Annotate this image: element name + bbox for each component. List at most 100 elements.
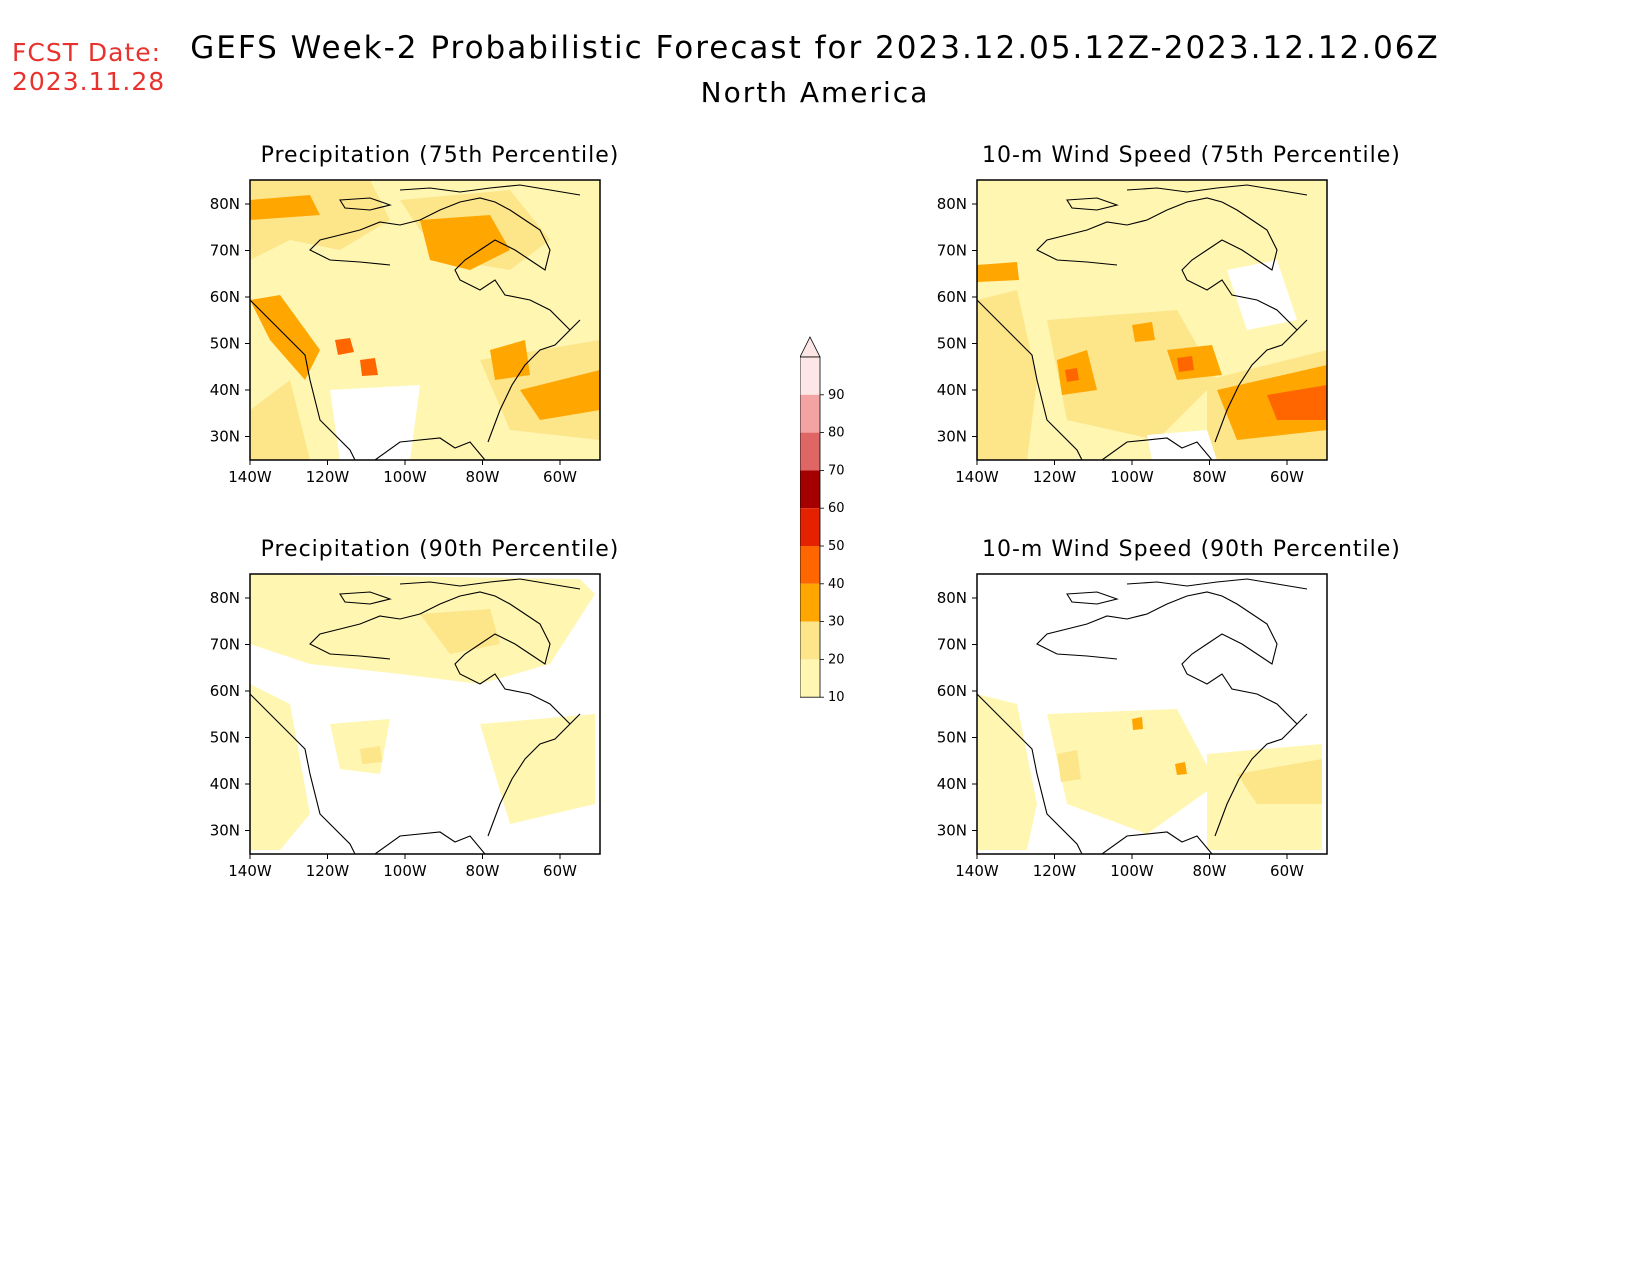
map-frame — [249, 179, 601, 461]
probability-region — [1065, 368, 1079, 382]
coastline — [250, 184, 581, 460]
colorbar-label: 30 — [828, 615, 845, 630]
lat-label: 70N — [937, 242, 967, 260]
panel-title: 10-m Wind Speed (75th Percentile) — [982, 143, 1401, 168]
lon-label: 80W — [1193, 862, 1227, 880]
lat-label: 40N — [210, 775, 240, 793]
lon-label: 80W — [466, 468, 500, 486]
probability-region — [520, 370, 600, 420]
probability-region — [490, 340, 530, 380]
map-frame — [249, 573, 601, 855]
probability-region — [1237, 759, 1322, 804]
lat-label: 60N — [210, 288, 240, 306]
map-frame — [976, 179, 1328, 461]
lat-label: 80N — [937, 589, 967, 607]
probability-region — [420, 609, 500, 654]
colorbar-outline — [800, 356, 821, 698]
colorbar-label: 50 — [828, 539, 845, 554]
lon-label: 60W — [1270, 862, 1304, 880]
panel-title: 10-m Wind Speed (90th Percentile) — [982, 537, 1401, 562]
probability-region — [335, 338, 354, 355]
lon-label: 100W — [1110, 468, 1154, 486]
colorbar-label: 20 — [828, 652, 845, 667]
lon-label: 80W — [466, 862, 500, 880]
lon-label: 60W — [543, 468, 577, 486]
colorbar-segment — [800, 508, 820, 546]
lat-label: 50N — [937, 335, 967, 353]
probability-region — [1047, 709, 1217, 834]
panel-title: Precipitation (75th Percentile) — [260, 143, 620, 168]
coastline — [977, 184, 1308, 460]
lat-label: 70N — [210, 636, 240, 654]
probability-region — [1132, 717, 1143, 730]
lon-label: 120W — [1033, 468, 1077, 486]
coastline — [977, 578, 1308, 854]
lon-label: 100W — [1110, 862, 1154, 880]
map-wind-90: 80N 70N 60N 50N 40N 30N 140W 120W 100W 80W 60W — [937, 573, 1328, 880]
panel-wind-90: 10-m Wind Speed (90th Percentile) 80N 70N… — [882, 537, 1402, 907]
panel-wind-75: 10-m Wind Speed (75th Percentile) 80N 70N… — [882, 143, 1402, 513]
panel-precip-75: Precipitation (75th Percentile) 80N 70N 60… — [155, 143, 675, 513]
lon-label: 100W — [383, 468, 427, 486]
probability-region — [480, 714, 595, 824]
colorbar-segment — [800, 659, 820, 698]
map-precip-90: 80N 70N 60N 50N 40N 30N 140W 120W 100W 80W 60W — [210, 573, 601, 880]
probability-region — [1147, 430, 1217, 460]
probability-region — [420, 215, 510, 270]
probability-region — [1167, 345, 1222, 380]
colorbar-label: 90 — [828, 388, 845, 403]
lat-label: 30N — [937, 428, 967, 446]
probability-region — [360, 358, 378, 376]
probability-region — [250, 295, 320, 380]
colorbar-label: 60 — [828, 501, 845, 516]
probability-region — [1047, 310, 1217, 440]
lon-label: 140W — [228, 862, 272, 880]
colorbar: 90 80 70 60 50 40 30 20 10 — [800, 336, 845, 705]
probability-region — [1132, 322, 1155, 342]
colorbar-segment — [800, 394, 820, 433]
lat-label: 60N — [937, 682, 967, 700]
probability-region — [1267, 385, 1327, 420]
lon-label: 140W — [955, 468, 999, 486]
page-title: GEFS Week-2 Probabilistic Forecast for 2… — [190, 30, 1440, 66]
forecast-date-value: 2023.11.28 — [12, 67, 166, 96]
lon-label: 120W — [306, 862, 350, 880]
lat-label: 50N — [210, 729, 240, 747]
lat-label: 30N — [937, 822, 967, 840]
lon-label: 80W — [1193, 468, 1227, 486]
lon-label: 140W — [955, 862, 999, 880]
probability-region — [1175, 762, 1187, 775]
forecast-date-block: FCST Date: 2023.11.28 — [12, 38, 165, 96]
lat-label: 80N — [937, 195, 967, 213]
probability-region — [1057, 750, 1081, 782]
lat-label: 60N — [210, 682, 240, 700]
colorbar-segment — [800, 357, 820, 395]
colorbar-segment — [800, 432, 820, 471]
probability-region — [977, 262, 1019, 282]
lat-label: 30N — [210, 822, 240, 840]
lat-label: 80N — [210, 195, 240, 213]
lat-label: 40N — [937, 381, 967, 399]
lon-label: 140W — [228, 468, 272, 486]
colorbar-tip — [800, 336, 821, 358]
probability-region — [977, 694, 1037, 850]
map-frame — [976, 573, 1328, 855]
colorbar-label: 40 — [828, 577, 845, 592]
probability-region — [330, 385, 420, 460]
lat-label: 70N — [937, 636, 967, 654]
coastline — [250, 578, 581, 854]
probability-region — [250, 195, 320, 220]
probability-region — [250, 380, 310, 460]
lon-label: 60W — [1270, 468, 1304, 486]
lat-label: 70N — [210, 242, 240, 260]
colorbar-label: 80 — [828, 426, 845, 441]
lon-label: 100W — [383, 862, 427, 880]
lon-label: 120W — [1033, 862, 1077, 880]
lat-label: 30N — [210, 428, 240, 446]
colorbar-segment — [800, 470, 820, 509]
lon-label: 60W — [543, 862, 577, 880]
forecast-date-label: FCST Date: — [12, 38, 162, 67]
lat-label: 60N — [937, 288, 967, 306]
colorbar-segment — [800, 546, 820, 584]
colorbar-label: 70 — [828, 463, 845, 478]
